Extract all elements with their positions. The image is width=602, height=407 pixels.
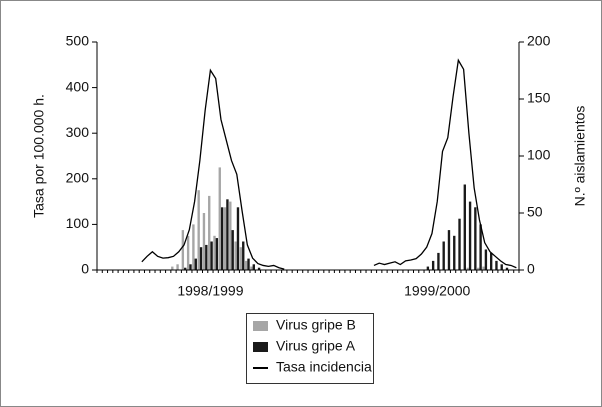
bar bbox=[194, 258, 197, 270]
bar bbox=[181, 230, 185, 270]
bar bbox=[482, 266, 485, 270]
bar bbox=[213, 235, 216, 270]
y-tick-label: 0 bbox=[81, 261, 89, 277]
bar bbox=[453, 235, 456, 270]
y2-axis-label: N.º aislamientos bbox=[572, 106, 588, 207]
legend-swatch bbox=[253, 321, 268, 331]
y2-tick-label: 50 bbox=[527, 204, 543, 220]
bar bbox=[505, 267, 509, 270]
bar bbox=[171, 266, 174, 270]
bar bbox=[234, 241, 237, 270]
bar bbox=[247, 258, 250, 270]
bar bbox=[215, 238, 219, 270]
bar bbox=[242, 241, 245, 270]
bar bbox=[192, 224, 195, 270]
legend-label: Virus gripe B bbox=[276, 317, 356, 333]
bar bbox=[205, 244, 208, 270]
bar bbox=[239, 247, 243, 270]
y-tick-label: 200 bbox=[66, 170, 90, 186]
bar bbox=[500, 264, 503, 270]
bar bbox=[229, 201, 232, 270]
bar bbox=[477, 267, 480, 270]
bar bbox=[252, 264, 255, 270]
bar bbox=[466, 267, 469, 270]
bar bbox=[463, 184, 466, 270]
bar bbox=[176, 264, 179, 270]
bar bbox=[197, 190, 200, 270]
x-tick-label: 1998/1999 bbox=[177, 283, 243, 299]
legend-swatch bbox=[253, 342, 268, 352]
bar bbox=[474, 207, 477, 270]
bar bbox=[189, 264, 192, 270]
bar bbox=[220, 207, 224, 270]
line bbox=[141, 58, 517, 270]
y2-tick-label: 200 bbox=[527, 33, 551, 49]
bar bbox=[431, 260, 435, 270]
bar bbox=[236, 207, 240, 270]
bar bbox=[495, 260, 498, 270]
bar bbox=[231, 230, 234, 270]
bar bbox=[442, 241, 445, 270]
y-tick-label: 400 bbox=[66, 78, 90, 94]
y2-tick-label: 0 bbox=[527, 261, 535, 277]
y-tick-label: 300 bbox=[66, 124, 90, 140]
bar bbox=[437, 252, 440, 270]
bar bbox=[484, 249, 488, 270]
bar bbox=[447, 230, 451, 270]
legend-label: Virus gripe A bbox=[276, 338, 356, 354]
bar bbox=[199, 247, 203, 270]
bar bbox=[223, 207, 227, 270]
bar bbox=[202, 213, 206, 270]
bar bbox=[184, 267, 187, 270]
y2-tick-label: 100 bbox=[527, 147, 551, 163]
bar bbox=[208, 195, 211, 270]
bar bbox=[250, 266, 253, 270]
bar bbox=[426, 266, 430, 270]
bar bbox=[468, 201, 472, 270]
x-tick-label: 1999/2000 bbox=[404, 283, 470, 299]
bar bbox=[210, 241, 213, 270]
bar bbox=[257, 267, 261, 270]
bar bbox=[479, 224, 482, 270]
y-axis-label: Tasa por 100.000 h. bbox=[31, 94, 47, 218]
bar bbox=[489, 252, 493, 270]
bar bbox=[244, 260, 248, 270]
y-tick-label: 100 bbox=[66, 215, 90, 231]
bar bbox=[186, 235, 190, 270]
y2-tick-label: 150 bbox=[527, 90, 551, 106]
bar bbox=[458, 218, 461, 270]
bar bbox=[218, 167, 221, 270]
legend-label: Tasa incidencia bbox=[276, 359, 372, 375]
y-tick-label: 500 bbox=[66, 33, 90, 49]
bar bbox=[226, 199, 229, 270]
